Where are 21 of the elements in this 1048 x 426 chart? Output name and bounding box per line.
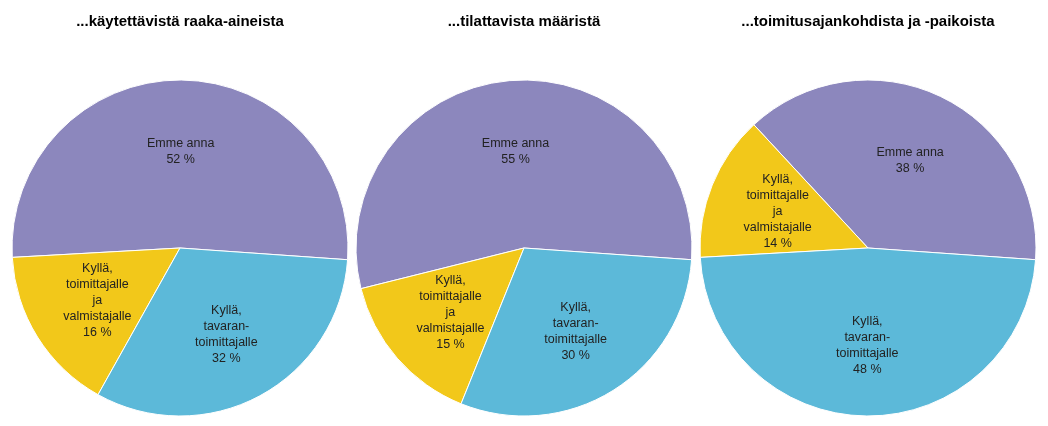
slice-label: Kyllä, tavaran- toimittajalle — [195, 302, 258, 349]
slice-label: Kyllä, toimittajalle ja valmistajalle — [63, 260, 132, 323]
chart-title: ...toimitusajankohdista ja -paikoista — [740, 12, 996, 29]
slice-label: Kyllä, tavaran- toimittajalle — [544, 299, 607, 346]
chart-title: ...käytettävistä raaka-aineista — [75, 12, 285, 29]
data-label: 32 % — [212, 350, 241, 365]
data-label: 15 % — [436, 336, 465, 351]
data-label: 16 % — [83, 324, 112, 339]
data-label: 55 % — [501, 151, 530, 166]
data-label: 14 % — [763, 236, 792, 251]
slice-label: Kyllä, toimittajalle ja valmistajalle — [743, 172, 812, 235]
slice-label: Emme anna — [481, 135, 550, 150]
data-label: 38 % — [895, 161, 925, 176]
chart-title: ...tilattavista määristä — [446, 12, 602, 29]
slice-label: Kyllä, toimittajalle ja valmistajalle — [416, 272, 485, 335]
slice-label: Emme anna — [876, 145, 944, 160]
data-label: 30 % — [561, 347, 590, 362]
slice-label: Kyllä, tavaran- toimittajalle — [836, 314, 899, 361]
data-label: 52 % — [166, 151, 195, 166]
slice-label: Emme anna — [146, 135, 215, 150]
data-label: 48 % — [853, 362, 882, 377]
